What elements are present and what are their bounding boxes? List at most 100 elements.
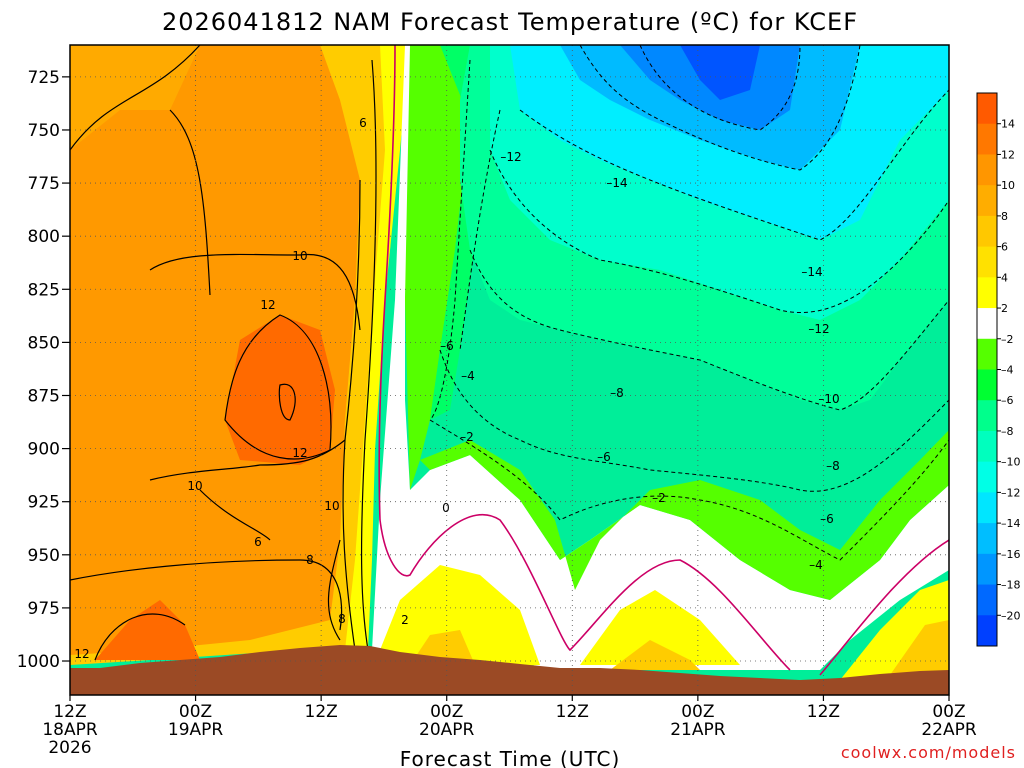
contour-label: –8: [826, 459, 840, 473]
x-tick-label: 12Z: [53, 702, 86, 722]
colorbar-swatch: [977, 338, 997, 370]
contour-label: 10: [187, 479, 202, 493]
dashed-contour: [459, 109, 501, 351]
colorbar-tick-label: –6: [1001, 394, 1014, 407]
colorbar-swatch: [977, 615, 997, 647]
dashed-contour: [429, 419, 949, 561]
field-yellow-strip: [345, 45, 410, 650]
y-axis: 725 750 775 800 825 850 875 900 925 950 975 1000: [17, 68, 70, 672]
field-warm-mid: [70, 45, 360, 655]
colorbar-swatch: [977, 369, 997, 401]
colorbar-swatch: [977, 553, 997, 586]
colorbar-swatch: [977, 277, 997, 309]
colorbar-tick-label: –16: [1001, 548, 1021, 561]
y-tick-label: 925: [28, 493, 60, 513]
colorbar-swatch: [977, 246, 997, 278]
colorbar-swatch: [977, 430, 997, 463]
x-tick-sublabel: 22APR: [921, 720, 977, 740]
colorbar-swatch: [977, 492, 997, 524]
contour-line: [360, 59, 377, 651]
colorbar-swatch: [977, 93, 997, 125]
zero-contour: [378, 45, 791, 671]
dashed-contour: [439, 349, 949, 492]
colorbar-tick-label: 12: [1001, 148, 1015, 161]
contour-label: –10: [818, 392, 839, 406]
colorbar-tick-label: –18: [1001, 579, 1021, 592]
field-warm-mid2: [70, 45, 200, 150]
dashed-contour: [469, 249, 949, 411]
contour-label: 6: [359, 116, 367, 130]
y-tick-label: 725: [28, 68, 60, 88]
contour-label: 12: [292, 446, 307, 460]
contour-line: [199, 489, 271, 541]
colorbar-tick-label: –4: [1001, 364, 1014, 377]
contour-line: [94, 613, 186, 661]
x-tick-label: 00Z: [932, 702, 965, 722]
colorbar-tick-label: –10: [1001, 456, 1021, 469]
contour-label: 6: [254, 535, 262, 549]
colorbar-swatch: [977, 461, 997, 493]
colorbar-swatch: [977, 215, 997, 248]
field-yellow-lobe-1: [380, 565, 540, 670]
x-tick-label: 12Z: [305, 702, 338, 722]
y-tick-label: 1000: [17, 652, 60, 672]
plot-frame: [69, 44, 950, 696]
colorbar-swatch: [977, 185, 997, 217]
y-tick-label: 875: [28, 386, 60, 406]
x-tick-sublabel: 21APR: [670, 720, 726, 740]
contour-label: –4: [461, 369, 475, 383]
temperature-field: [70, 45, 949, 695]
colorbar-swatch: [977, 400, 997, 432]
contour-label: 0: [442, 501, 450, 515]
ground-terrain: [70, 645, 949, 695]
dashed-contours: [429, 45, 949, 561]
contour-label: 10: [292, 249, 307, 263]
contour-label: 2: [401, 613, 409, 627]
colorbar-tick-label: –8: [1001, 425, 1014, 438]
contour-label: 12: [74, 647, 89, 661]
dashed-contour: [429, 59, 471, 421]
contour-label: –2: [652, 491, 666, 505]
contour-label: –6: [440, 339, 454, 353]
colorbar-tick-label: 6: [1001, 241, 1008, 254]
field-green-2: [420, 430, 949, 600]
colorbar-tick-label: 4: [1001, 271, 1008, 284]
x-tick-sublabel: 19APR: [168, 720, 224, 740]
contour-label: 10: [324, 499, 339, 513]
dashed-contour: [579, 45, 861, 171]
contour-label: –6: [820, 512, 834, 526]
dashed-contour: [519, 89, 949, 241]
contour-line: [149, 439, 346, 481]
x-tick-label: 00Z: [179, 702, 212, 722]
field-orange-lobe-2: [610, 640, 700, 670]
y-tick-label: 975: [28, 599, 60, 619]
credit-text: coolwx.com/models: [841, 743, 1016, 762]
y-tick-label: 750: [28, 121, 60, 141]
colorbar: 14 12 10 8 6 4 2 –2 –4 –6 –8 –10 –12 –14 –16 –18 –20: [976, 92, 1021, 647]
x-tick-label: 12Z: [807, 702, 840, 722]
colorbar-tick-label: 8: [1001, 210, 1008, 223]
contour-line: [327, 539, 341, 641]
contour-label: –12: [808, 322, 829, 336]
contour-line: [342, 179, 361, 651]
contour-line: [70, 559, 343, 631]
field-white: [372, 45, 949, 670]
y-tick-label: 850: [28, 333, 60, 353]
colorbar-tick-label: 10: [1001, 179, 1015, 192]
contour-line: [278, 383, 296, 421]
contour-lines: [70, 45, 377, 661]
y-tick-label: 775: [28, 174, 60, 194]
y-tick-label: 900: [28, 440, 60, 460]
contour-label: –2: [460, 430, 474, 444]
contour-labels: 6 10 12 12 10 10 6 8 8 2 0 12 –12 –14 –14 –12 –6 –4 –2 –8 –6…: [74, 116, 839, 661]
x-tick-label: 00Z: [681, 702, 714, 722]
colorbar-tick-label: –2: [1001, 333, 1014, 346]
y-tick-label: 950: [28, 546, 60, 566]
field-warm-dark2: [95, 600, 200, 660]
contour-label: –8: [610, 386, 624, 400]
contour-label: –14: [606, 176, 627, 190]
grid: [70, 45, 949, 695]
x-tick-sublabel: 18APR: [42, 720, 98, 740]
